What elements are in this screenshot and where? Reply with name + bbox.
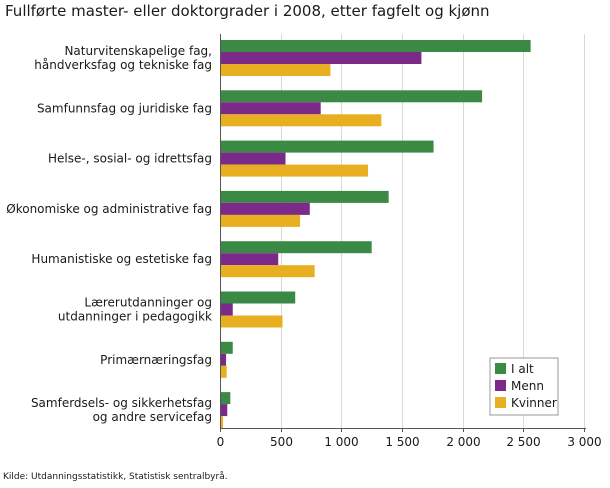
chart-title: Fullførte master- eller doktorgrader i 2… — [5, 2, 490, 20]
bar-kvinner — [220, 64, 331, 76]
bar-i-alt — [220, 40, 531, 52]
legend-swatch — [495, 380, 506, 391]
category-label-line: Lærerutdanninger og — [84, 296, 212, 310]
bar-i-alt — [220, 341, 233, 354]
x-tick-label: 2 500 — [506, 435, 540, 449]
bar-menn — [220, 102, 321, 115]
bar-kvinner — [220, 365, 227, 378]
bar-kvinner — [220, 265, 315, 278]
category-label-line: Naturvitenskapelige fag, — [64, 44, 212, 58]
category-label-line: Helse-, sosial- og idrettsfag — [48, 152, 212, 166]
bar-kvinner — [220, 416, 224, 429]
bar-i-alt — [220, 90, 483, 103]
x-tick-label: 0 — [217, 435, 225, 449]
category-label-line: utdanninger i pedagogikk — [58, 310, 212, 324]
category-label: Samferdsels- og sikkerhetsfag og andre se… — [31, 396, 212, 424]
legend-label: Menn — [511, 379, 544, 393]
bar-i-alt — [220, 190, 389, 203]
bar-menn — [220, 303, 233, 316]
bar-kvinner — [220, 164, 369, 177]
category-label-line: Økonomiske og administrative fag — [6, 202, 212, 216]
bar-kvinner — [220, 214, 301, 227]
bar-menn — [220, 52, 422, 64]
category-labels: Naturvitenskapelige fag, håndverksfag og … — [6, 44, 212, 424]
category-label: Primærnæringsfag — [100, 353, 212, 367]
bar-i-alt — [220, 140, 434, 153]
axes — [220, 34, 586, 432]
bar-menn — [220, 152, 286, 165]
bar-kvinner — [220, 114, 382, 127]
legend-swatch — [495, 397, 506, 408]
category-label-line: håndverksfag og tekniske fag — [34, 58, 212, 72]
bar-menn — [220, 253, 279, 266]
bar-menn — [220, 202, 310, 215]
x-tick-labels: 0 500 1 000 1 500 2 000 2 500 3 000 — [217, 435, 602, 449]
category-label-line: Humanistiske og estetiske fag — [31, 252, 212, 266]
legend-swatch — [495, 363, 506, 374]
bar-i-alt — [220, 392, 231, 405]
category-label: Samfunnsfag og juridiske fag — [37, 101, 212, 115]
bar-menn — [220, 404, 228, 417]
category-label: Helse-, sosial- og idrettsfag — [48, 152, 212, 166]
bar-kvinner — [220, 315, 283, 328]
bar-i-alt — [220, 241, 372, 254]
category-label-line: og andre servicefag — [93, 410, 212, 424]
source-note: Kilde: Utdanningsstatistikk, Statistisk … — [3, 472, 228, 482]
bar-menn — [220, 353, 227, 366]
category-label-line: Primærnæringsfag — [100, 353, 212, 367]
bars — [220, 40, 531, 429]
legend-label: Kvinner — [511, 396, 557, 410]
x-tick-label: 500 — [270, 435, 293, 449]
category-label: Humanistiske og estetiske fag — [31, 252, 212, 266]
category-label-line: Samfunnsfag og juridiske fag — [37, 101, 212, 115]
category-label: Naturvitenskapelige fag, håndverksfag og … — [34, 44, 212, 72]
x-tick-label: 2 000 — [446, 435, 480, 449]
x-tick-label: 1 000 — [324, 435, 358, 449]
category-label: Økonomiske og administrative fag — [6, 202, 212, 216]
legend-label: I alt — [511, 362, 534, 376]
category-label-line: Samferdsels- og sikkerhetsfag — [31, 396, 212, 410]
x-tick-label: 1 500 — [385, 435, 419, 449]
bar-chart: Naturvitenskapelige fag, håndverksfag og … — [6, 34, 602, 449]
bar-i-alt — [220, 291, 296, 304]
legend: I alt Menn Kvinner — [489, 357, 559, 416]
category-label: Lærerutdanninger og utdanninger i pedagog… — [58, 296, 212, 324]
x-tick-label: 3 000 — [567, 435, 601, 449]
